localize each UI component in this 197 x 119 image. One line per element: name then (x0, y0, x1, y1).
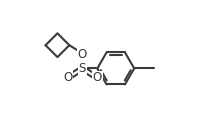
Text: O: O (78, 48, 87, 61)
Text: S: S (79, 62, 86, 75)
Text: O: O (63, 71, 72, 84)
Text: O: O (93, 71, 102, 84)
